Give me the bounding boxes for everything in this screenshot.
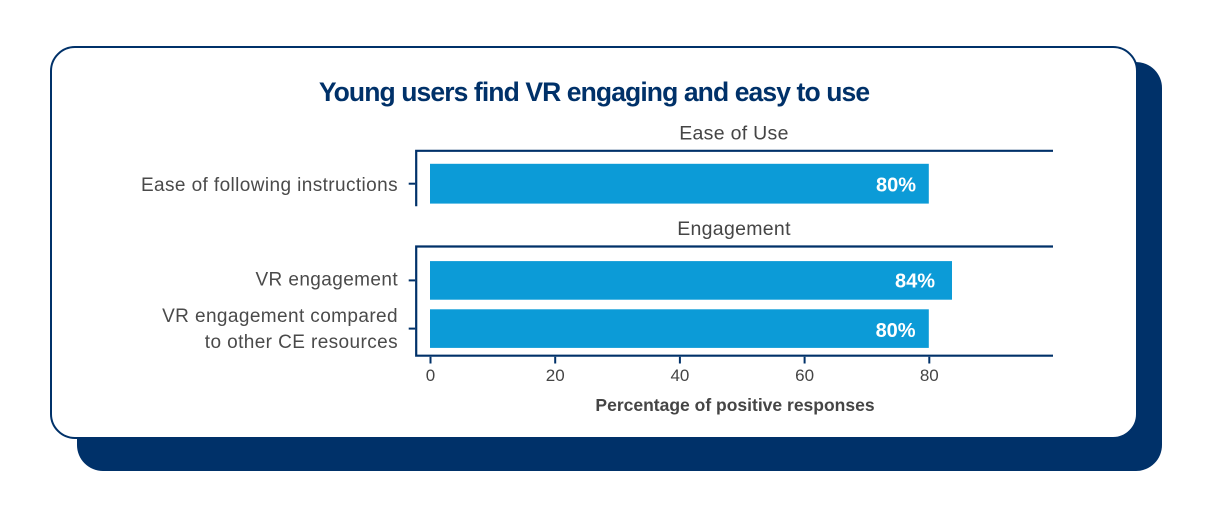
svg-text:Young users find VR engaging a: Young users find VR engaging and easy to… [319, 77, 870, 107]
svg-text:Engagement: Engagement [677, 218, 791, 240]
svg-text:84%: 84% [895, 271, 935, 293]
svg-text:Ease of following instructions: Ease of following instructions [141, 175, 398, 196]
svg-text:VR engagement compared: VR engagement compared [162, 306, 398, 327]
svg-text:VR engagement: VR engagement [255, 269, 398, 290]
svg-text:80%: 80% [876, 174, 916, 196]
svg-text:to other CE resources: to other CE resources [205, 332, 398, 353]
svg-text:20: 20 [546, 366, 565, 385]
svg-text:Ease of Use: Ease of Use [679, 123, 789, 145]
svg-text:40: 40 [670, 366, 689, 385]
svg-text:80: 80 [920, 366, 939, 385]
svg-text:60: 60 [795, 366, 814, 385]
svg-text:0: 0 [426, 366, 435, 385]
svg-text:Percentage of positive respons: Percentage of positive responses [595, 395, 874, 415]
svg-text:80%: 80% [876, 320, 916, 342]
